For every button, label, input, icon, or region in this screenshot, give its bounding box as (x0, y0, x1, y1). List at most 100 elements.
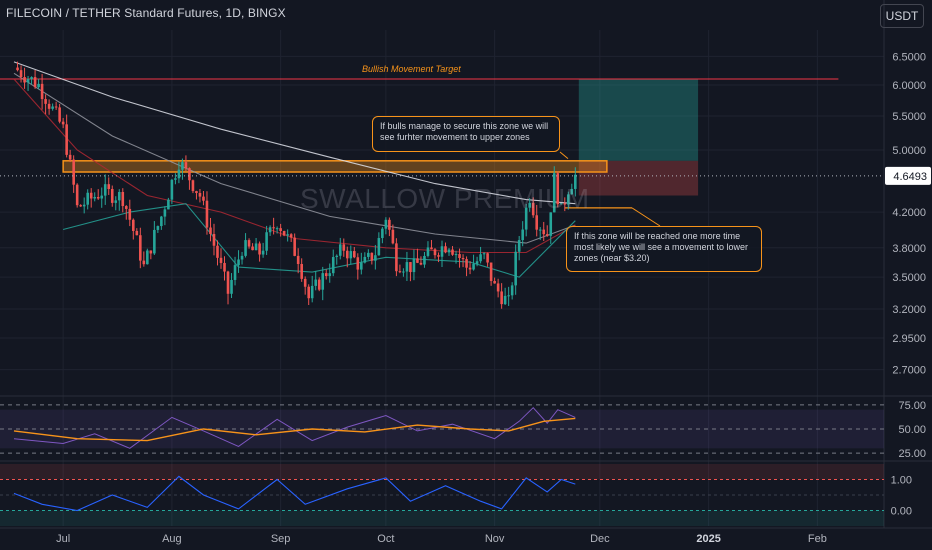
candle-body (335, 255, 339, 258)
candle-body (163, 209, 167, 217)
candle-body (338, 244, 342, 256)
candle-body (300, 264, 303, 279)
candle-body (37, 83, 40, 88)
candle-body (205, 200, 209, 228)
candle-body (374, 255, 377, 261)
candle-body (360, 262, 363, 270)
x-tick-label: Aug (162, 533, 182, 545)
candle-body (40, 83, 44, 100)
candle-body (79, 205, 82, 207)
candle-body (384, 219, 388, 229)
candle-body (531, 202, 535, 216)
candle-body (552, 173, 556, 213)
oscillator-upper-band (0, 464, 884, 480)
candle-body (514, 251, 517, 286)
candle-body (124, 206, 128, 209)
candle-body (51, 106, 54, 109)
candle-body (191, 180, 195, 192)
candle-body (402, 271, 405, 273)
candle-body (507, 295, 510, 297)
currency-selector-button[interactable]: USDT (880, 4, 924, 28)
candle-body (121, 191, 125, 207)
candle-body (19, 70, 23, 78)
stop-zone-box (578, 160, 699, 196)
candle-body (353, 251, 356, 258)
candle-body (58, 107, 61, 122)
price-tick-label: 6.5000 (892, 51, 926, 63)
candle-body (342, 244, 346, 251)
candle-body (500, 291, 503, 305)
candle-body (496, 283, 500, 292)
candle-body (367, 252, 370, 257)
candle-body (535, 215, 539, 230)
candle-body (486, 253, 489, 263)
candle-body (538, 229, 542, 231)
candle-body (521, 229, 524, 241)
candle-body (286, 234, 289, 236)
candle-body (461, 258, 465, 260)
candle-body (247, 240, 251, 247)
x-tick-label: Oct (377, 533, 394, 545)
oscillator-lower-band (0, 510, 884, 526)
candle-body (26, 78, 30, 83)
candle-body (170, 179, 174, 200)
candle-body (268, 227, 272, 233)
moving-average-line (13, 72, 576, 244)
price-tick-label: 2.7000 (892, 365, 926, 377)
candle-body (412, 258, 416, 273)
candle-body (405, 262, 409, 272)
candle-body (128, 208, 132, 220)
candle-body (370, 252, 374, 261)
price-tick-label: 3.8000 (892, 243, 926, 255)
candle-body (160, 216, 163, 227)
candle-body (110, 188, 114, 203)
candle-body (282, 231, 286, 236)
candle-body (479, 254, 482, 262)
candle-body (275, 228, 279, 230)
rsi-tick-label: 75.00 (898, 400, 926, 412)
oscillator-tick-label: 1.00 (891, 475, 912, 487)
candle-body (114, 200, 118, 203)
candle-body (503, 295, 507, 305)
candle-body (72, 159, 75, 185)
x-tick-label: Feb (808, 533, 827, 545)
candle-body (223, 262, 226, 272)
price-tick-label: 3.5000 (892, 272, 926, 284)
x-tick-label: 2025 (696, 533, 720, 545)
candle-body (149, 250, 153, 254)
x-tick-label: Nov (485, 533, 505, 545)
candle-body (289, 234, 293, 238)
candle-body (528, 202, 531, 208)
candle-body (356, 257, 360, 270)
candle-body (570, 188, 574, 195)
candle-body (167, 199, 170, 210)
candle-body (475, 261, 479, 264)
candle-body (465, 259, 468, 268)
candle-body (47, 103, 51, 109)
candle-body (324, 273, 328, 277)
candle-body (437, 255, 440, 257)
oscillator-series-line (13, 475, 576, 512)
x-tick-label: Dec (590, 533, 610, 545)
upper-zone-note: If bulls manage to secure this zone we w… (372, 116, 560, 152)
candle-body (444, 246, 447, 253)
target-zone-box (578, 79, 699, 161)
candle-body (240, 255, 244, 260)
moving-average-line (62, 203, 576, 278)
candle-body (68, 154, 72, 160)
candle-body (310, 285, 314, 299)
candle-body (202, 196, 205, 201)
candle-body (307, 286, 310, 299)
candle-body (451, 249, 454, 255)
candle-body (272, 227, 275, 229)
candle-body (493, 280, 496, 284)
candle-body (188, 168, 191, 181)
candle-body (86, 192, 89, 205)
candle-body (33, 77, 37, 88)
candle-body (345, 250, 349, 259)
candle-body (212, 234, 216, 246)
watermark: SWALLOW PREMIUM (300, 183, 590, 214)
candle-body (132, 219, 135, 231)
